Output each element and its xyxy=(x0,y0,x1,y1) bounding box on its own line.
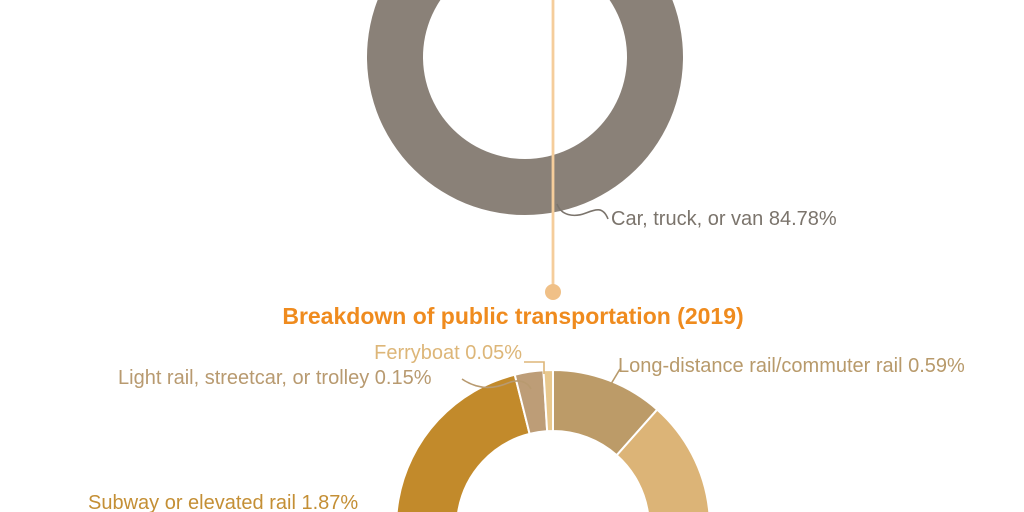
donut-segment xyxy=(367,0,683,215)
subway-segment-label: Subway or elevated rail 1.87% xyxy=(88,492,359,512)
ferryboat-label-leader xyxy=(524,361,545,374)
connector-dot xyxy=(545,284,561,300)
light-rail-segment-label: Light rail, streetcar, or trolley 0.15% xyxy=(118,367,432,389)
donut-segment xyxy=(615,408,711,512)
car-label-leader xyxy=(556,203,609,220)
donut-segment xyxy=(542,368,554,433)
overview-donut xyxy=(367,0,683,215)
ferryboat-segment-label: Ferryboat 0.05% xyxy=(374,342,522,364)
chart-title: Breakdown of public transportation (2019… xyxy=(282,303,744,329)
long-distance-label-leader xyxy=(610,368,621,385)
breakdown-donut xyxy=(395,368,711,512)
donut-segment xyxy=(395,373,531,512)
long-distance-segment-label: Long-distance rail/commuter rail 0.59% xyxy=(618,355,965,377)
light-rail-label-leader xyxy=(461,378,532,390)
car-segment-label: Car, truck, or van 84.78% xyxy=(611,208,837,230)
